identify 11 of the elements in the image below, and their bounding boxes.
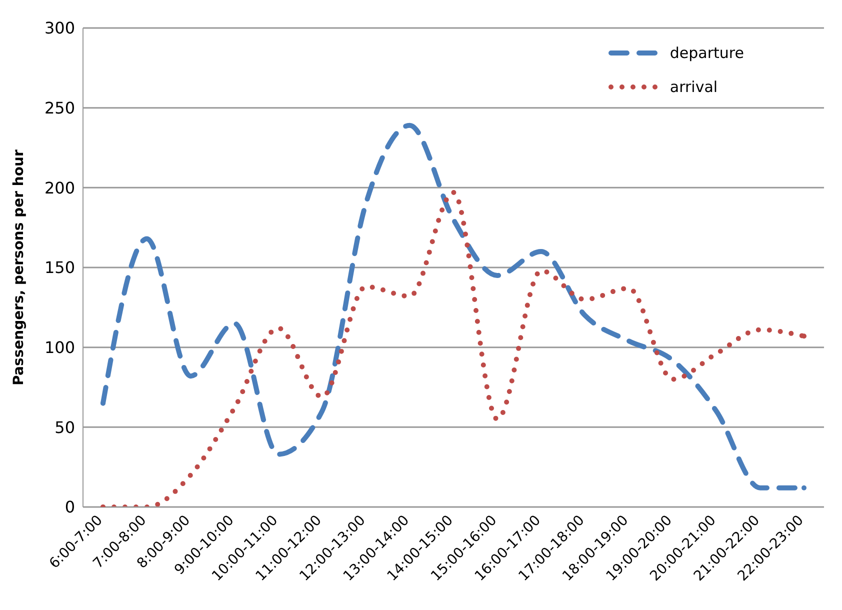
y-tick-label: 300 [44, 18, 75, 38]
y-tick-label: 250 [44, 98, 75, 118]
legend-label: arrival [670, 78, 718, 96]
y-axis-title: Passengers, persons per hour [10, 150, 27, 386]
y-tick-label: 0 [64, 498, 75, 517]
y-tick-label: 50 [54, 418, 75, 437]
y-tick-label: 100 [44, 338, 75, 358]
y-tick-label: 150 [44, 258, 75, 278]
y-tick-label: 200 [44, 178, 75, 198]
legend-label: departure [670, 44, 744, 62]
point [802, 485, 806, 490]
